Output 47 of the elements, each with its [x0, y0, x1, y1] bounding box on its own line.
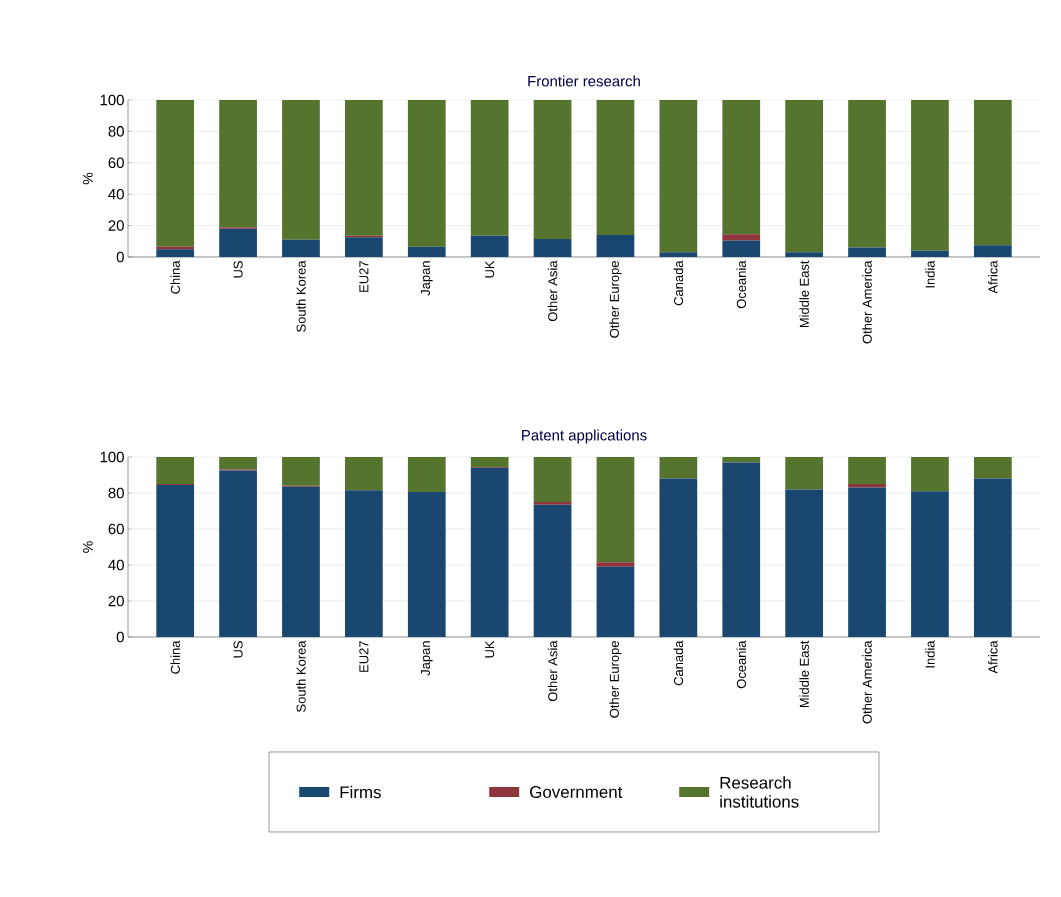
x-tick-label: China — [170, 640, 180, 674]
y-tick-label: 80 — [108, 487, 124, 499]
y-tick-label: 60 — [108, 157, 124, 169]
x-tick-label: Middle East — [799, 640, 809, 708]
x-tick-label: India — [925, 640, 935, 668]
x-tick-label: Other Europe — [609, 261, 622, 338]
y-tick-label: 100 — [100, 451, 124, 463]
y-tick-label: 40 — [108, 559, 124, 571]
x-tick-label: South Korea — [296, 260, 306, 332]
y-tick-label: 60 — [108, 523, 124, 535]
x-tick-label: UK — [485, 640, 495, 658]
x-tick-label: EU27 — [359, 641, 369, 672]
y-tick-label: 0 — [116, 251, 124, 263]
x-tick-label: Other America — [862, 260, 872, 344]
legend-label: Firms — [340, 785, 381, 799]
x-tick-label: Oceania — [736, 260, 747, 309]
y-tick-label: 80 — [108, 126, 124, 137]
x-tick-label: Japan — [420, 641, 433, 676]
legend-label: Government — [530, 785, 623, 798]
x-tick-label: US — [233, 261, 243, 278]
y-tick-label: 20 — [108, 595, 124, 607]
y-axis-title: % — [82, 172, 93, 185]
x-tick-label: Africa — [988, 260, 998, 294]
x-tick-label: Japan — [420, 261, 433, 296]
x-tick-label: Other America — [862, 640, 872, 724]
x-tick-label: Africa — [988, 640, 998, 674]
y-tick-label: 100 — [100, 94, 124, 106]
x-tick-label: Canada — [673, 260, 684, 306]
chart-title: Frontier research — [528, 75, 640, 87]
x-tick-label: South Korea — [296, 640, 306, 712]
x-tick-label: UK — [485, 260, 495, 278]
x-tick-label: Oceania — [736, 640, 747, 689]
legend-label: Research institutions — [720, 776, 799, 808]
x-tick-label: Other Asia — [547, 640, 558, 702]
x-tick-label: Middle East — [799, 260, 809, 328]
y-tick-label: 40 — [108, 188, 124, 200]
x-tick-label: Other Europe — [609, 641, 622, 718]
x-tick-label: Other Asia — [547, 260, 558, 322]
chart-title: Patent applications — [522, 429, 647, 444]
x-tick-label: India — [925, 260, 935, 288]
y-tick-label: 0 — [116, 631, 124, 643]
y-tick-label: 20 — [108, 220, 124, 231]
x-tick-label: US — [233, 641, 243, 658]
x-tick-label: EU27 — [359, 261, 369, 292]
x-tick-label: China — [170, 260, 180, 294]
x-tick-label: Canada — [673, 640, 684, 686]
y-axis-title: % — [82, 541, 93, 553]
